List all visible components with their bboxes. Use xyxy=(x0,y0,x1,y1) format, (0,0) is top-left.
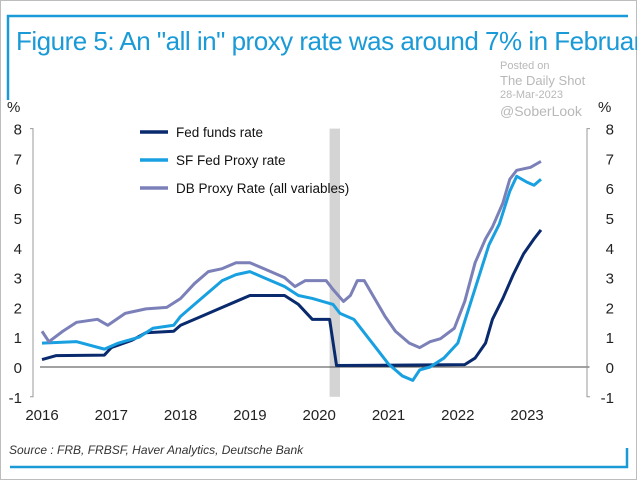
y-tick-left: 4 xyxy=(14,241,22,258)
plot-area: -1 -1 0 0 1 1 2 2 3 3 4 4 5 5 6 6 7 7 8 8% % 2016 2017 2018 2019… xyxy=(7,99,614,424)
y-tick-left: 5 xyxy=(14,211,22,228)
right-axis xyxy=(586,128,590,398)
series-line-2 xyxy=(41,174,542,382)
x-tick: 2016 xyxy=(25,407,58,424)
y-tick-right: 2 xyxy=(606,300,614,317)
y-tick-right: 8 xyxy=(606,122,614,139)
watermark-posted: Posted on xyxy=(500,60,550,72)
y-tick-left: -1 xyxy=(9,390,22,407)
x-tick: 2022 xyxy=(441,407,474,424)
x-tick: 2017 xyxy=(95,407,128,424)
y-tick-right: 5 xyxy=(606,211,614,228)
x-tick: 2021 xyxy=(372,407,405,424)
watermark-handle: @SoberLook xyxy=(500,103,582,119)
y-tick-right: 4 xyxy=(606,241,614,258)
chart-title: Figure 5: An "all in" proxy rate was aro… xyxy=(16,26,637,56)
y-tick-left: 7 xyxy=(14,151,22,168)
y-tick-left: 8 xyxy=(14,122,22,139)
y-tick-right: -1 xyxy=(601,390,614,407)
y-tick-left: 0 xyxy=(14,360,22,377)
watermark-site: The Daily Shot xyxy=(500,73,586,88)
x-tick: 2023 xyxy=(510,407,543,424)
y-tick-right: 0 xyxy=(606,360,614,377)
recession-shade xyxy=(329,128,340,397)
source-note: Source : FRB, FRBSF, Haver Analytics, De… xyxy=(9,443,304,457)
y-tick-right: 6 xyxy=(606,181,614,198)
series-line-3 xyxy=(40,160,542,350)
x-tick: 2019 xyxy=(233,407,266,424)
x-tick: 2020 xyxy=(303,407,336,424)
legend-label: Fed funds rate xyxy=(176,125,263,140)
legend-label: SF Fed Proxy rate xyxy=(176,153,286,168)
title-frame xyxy=(6,14,628,100)
watermark-date: 28-Mar-2023 xyxy=(500,89,563,101)
y-tick-right: 3 xyxy=(606,271,614,288)
y-tick-left: 6 xyxy=(14,181,22,198)
x-tick: 2018 xyxy=(164,407,197,424)
y-label-right: % xyxy=(598,99,611,116)
y-label-left: % xyxy=(7,99,20,116)
left-axis xyxy=(30,128,34,398)
y-tick-right: 1 xyxy=(606,330,614,347)
y-tick-left: 3 xyxy=(14,271,22,288)
y-tick-left: 2 xyxy=(14,300,22,317)
legend-label: DB Proxy Rate (all variables) xyxy=(176,181,349,196)
source-frame xyxy=(10,448,629,469)
y-tick-left: 1 xyxy=(14,330,22,347)
y-tick-right: 7 xyxy=(606,151,614,168)
